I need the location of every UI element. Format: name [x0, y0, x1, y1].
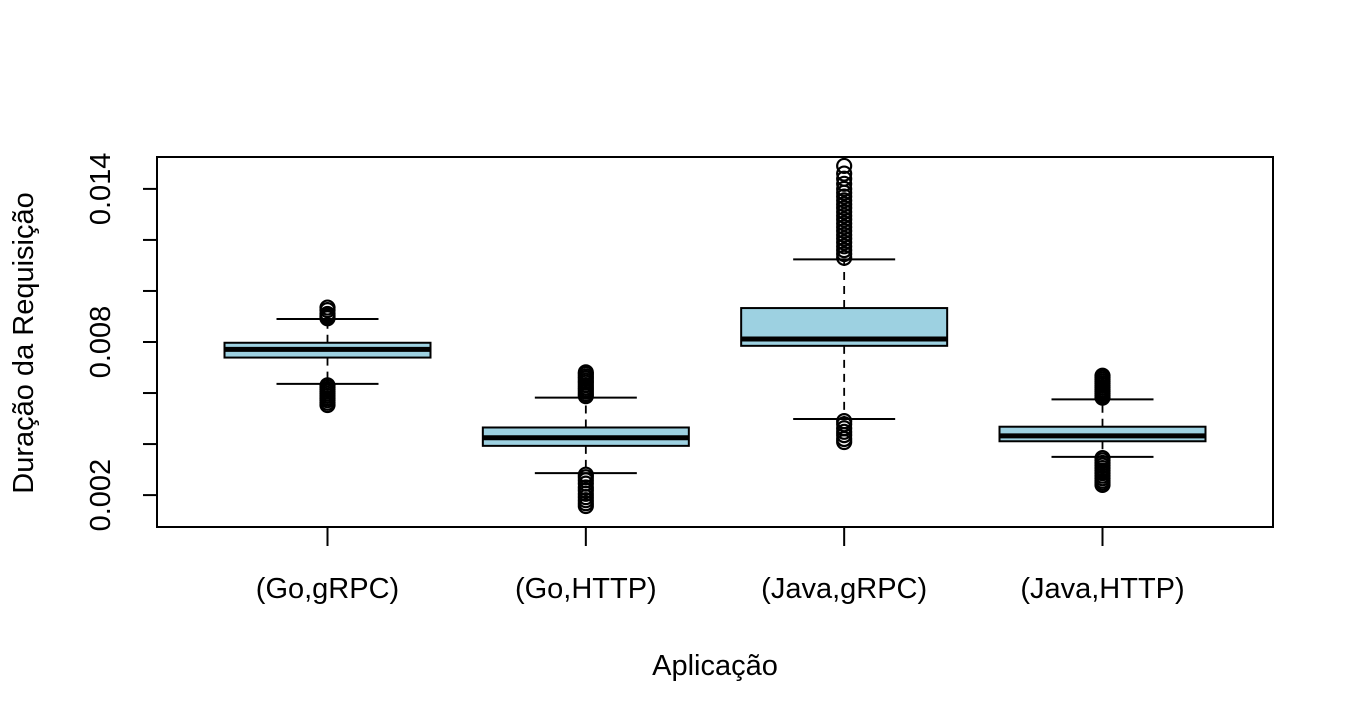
- box-group: [225, 301, 431, 412]
- x-axis-title: Aplicação: [652, 650, 778, 682]
- box-group: [483, 365, 689, 513]
- x-tick-label: (Go,gRPC): [256, 573, 399, 605]
- y-axis: 0.002 0.008 0.014: [85, 153, 157, 532]
- box-group: [741, 159, 947, 449]
- y-axis-title: Duração da Requisição: [8, 192, 40, 493]
- box-group: [1000, 369, 1206, 492]
- boxes-group: [225, 159, 1206, 513]
- y-tick-label: 0.008: [85, 306, 117, 379]
- x-tick-label: (Go,HTTP): [515, 573, 657, 605]
- y-tick-label: 0.002: [85, 459, 117, 532]
- y-tick-label: 0.014: [85, 153, 117, 226]
- x-tick-label: (Java,gRPC): [761, 573, 927, 605]
- x-axis: (Go,gRPC) (Go,HTTP) (Java,gRPC) (Java,HTTP): [256, 527, 1185, 605]
- x-tick-label: (Java,HTTP): [1020, 573, 1184, 605]
